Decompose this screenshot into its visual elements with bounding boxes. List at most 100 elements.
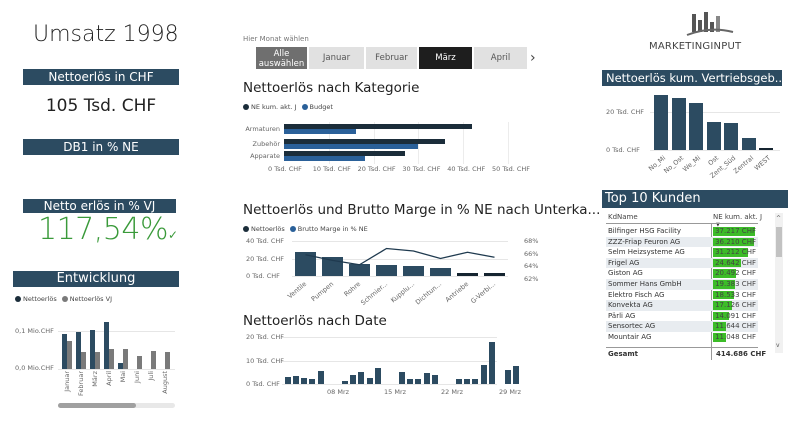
col-header-kdname[interactable]: KdName (608, 213, 638, 221)
table-row[interactable]: Giston AG 20.492 CHF (606, 268, 758, 279)
bar-nettoerloes[interactable] (104, 322, 109, 369)
bar-date[interactable] (342, 380, 349, 384)
gridline (463, 122, 465, 164)
bar-date[interactable] (285, 377, 291, 384)
slicer-item-april[interactable]: April (474, 47, 527, 69)
bar-date[interactable] (374, 368, 381, 384)
bar-date[interactable] (407, 378, 414, 384)
bar-nettoerloes-vj[interactable] (81, 351, 86, 369)
logo-icon (686, 12, 734, 36)
bar-date[interactable] (309, 379, 316, 384)
scroll-down-icon[interactable]: v (776, 342, 780, 349)
bar-date[interactable] (415, 378, 422, 384)
bar-budget[interactable] (284, 156, 365, 161)
table-row[interactable]: Bilfinger HSG Facility 37.217 CHF (606, 226, 758, 237)
bar-unterkategorie[interactable] (349, 263, 370, 276)
bar-nettoerloes-vj[interactable] (109, 348, 114, 369)
bar-date[interactable] (431, 375, 438, 384)
bar-vertriebsgebiet[interactable] (724, 123, 738, 150)
bar-nettoerloes-vj[interactable] (165, 351, 170, 369)
bar-vertriebsgebiet[interactable] (654, 94, 668, 150)
bar-date[interactable] (480, 365, 487, 384)
scrollbar-thumb[interactable] (776, 227, 782, 257)
bar-date[interactable] (301, 377, 308, 384)
bar-date[interactable] (464, 378, 471, 384)
bar-date[interactable] (472, 379, 479, 384)
bar-nettoerloes-vj[interactable] (67, 340, 72, 369)
bar-date[interactable] (358, 371, 365, 384)
cell-kdname: Elektro Fisch AG (608, 290, 665, 299)
bar-date[interactable] (293, 375, 300, 384)
bar-unterkategorie[interactable] (484, 273, 505, 276)
bar-nettoerloes[interactable] (76, 332, 81, 369)
y2-tick: 64% (524, 262, 539, 270)
bar-date[interactable] (366, 378, 373, 384)
table-row[interactable]: ZZZ-Friap Feuron AG 36.210 CHF (606, 236, 758, 248)
bar-budget[interactable] (284, 129, 356, 134)
table-row[interactable]: Pärli AG 14.091 CHF (606, 311, 758, 322)
vertical-scrollbar[interactable]: ^ v (775, 213, 783, 353)
col-header-ne[interactable]: NE kum. akt. J (713, 213, 763, 221)
bar-vertriebsgebiet[interactable] (689, 103, 703, 150)
cell-value: 20.492 CHF (715, 269, 756, 278)
y-tick: 0,1 Mio.CHF (15, 327, 54, 335)
chevron-right-icon[interactable]: › (530, 50, 536, 66)
bar-unterkategorie[interactable] (403, 266, 424, 276)
bar-date[interactable] (505, 370, 512, 384)
bar-nettoerloes-vj[interactable] (95, 351, 100, 369)
cell-kdname: Konvekta AG (608, 301, 653, 310)
cell-value: 17.126 CHF (715, 301, 756, 310)
scrollbar-thumb[interactable] (58, 403, 136, 408)
slicer-item-märz[interactable]: März (419, 47, 472, 69)
bar-vertriebsgebiet[interactable] (759, 147, 773, 150)
table-row[interactable]: Elektro Fisch AG 18.533 CHF (606, 290, 758, 301)
bar-date[interactable] (456, 378, 463, 384)
x-tick: 10 Tsd. CHF (312, 165, 351, 173)
bar-date[interactable] (488, 342, 495, 384)
bar-nettoerloes-vj[interactable] (151, 350, 156, 369)
table-row[interactable]: Selm Heizsysteme AG 31.212 CHF (606, 247, 758, 258)
x-tick: 29 Mrz (499, 388, 522, 396)
x-tick: 0 Tsd. CHF (268, 165, 302, 173)
bar-date[interactable] (350, 375, 357, 384)
table-row[interactable]: Sommer Hans GmbH 19.383 CHF (606, 279, 758, 290)
table-row[interactable]: Mountair AG 11.048 CHF (606, 332, 758, 343)
bar-unterkategorie[interactable] (457, 272, 478, 276)
horizontal-scrollbar[interactable] (58, 403, 175, 408)
bar-ne-kum[interactable] (284, 124, 473, 129)
bar-nettoerloes-vj[interactable] (123, 348, 128, 369)
bar-nettoerloes[interactable] (118, 363, 123, 369)
bar-vertriebsgebiet[interactable] (671, 97, 686, 150)
gridline (58, 331, 175, 332)
bar-nettoerloes[interactable] (90, 330, 95, 369)
slicer-item-alle-auswählen[interactable]: Alle auswählen (256, 47, 307, 69)
bar-nettoerloes-vj[interactable] (137, 355, 142, 369)
bar-nettoerloes[interactable] (62, 333, 67, 369)
bar-unterkategorie[interactable] (430, 268, 451, 276)
x-tick: 50 Tsd. CHF (492, 165, 531, 173)
bar-unterkategorie[interactable] (376, 264, 397, 276)
cell-value: 31.212 CHF (715, 248, 756, 257)
table-row[interactable]: Konvekta AG 17.126 CHF (606, 300, 758, 311)
data-bar (713, 280, 735, 289)
nettoerloes-banner: Nettoerlös in CHF (23, 69, 179, 85)
bar-budget[interactable] (284, 144, 419, 149)
bar-date[interactable] (423, 372, 430, 384)
bar-date[interactable] (399, 371, 406, 384)
table-row[interactable]: Frigel AG 24.642 CHF (606, 257, 758, 269)
cell-kdname: Sommer Hans GmbH (608, 280, 682, 288)
bar-unterkategorie[interactable] (295, 251, 316, 276)
data-bar (713, 258, 741, 268)
bar-date[interactable] (317, 371, 324, 384)
slicer-item-februar[interactable]: Februar (366, 47, 417, 69)
bar-ne-kum[interactable] (284, 139, 446, 144)
table-row[interactable]: Sensortec AG 11.644 CHF (606, 321, 758, 332)
scroll-up-icon[interactable]: ^ (776, 215, 782, 222)
bar-vertriebsgebiet[interactable] (706, 122, 721, 150)
slicer-item-januar[interactable]: Januar (309, 47, 364, 69)
bar-date[interactable] (513, 366, 520, 384)
bar-ne-kum[interactable] (284, 151, 405, 156)
data-bar (713, 311, 729, 321)
bar-unterkategorie[interactable] (322, 256, 343, 276)
bar-vertriebsgebiet[interactable] (741, 137, 756, 150)
